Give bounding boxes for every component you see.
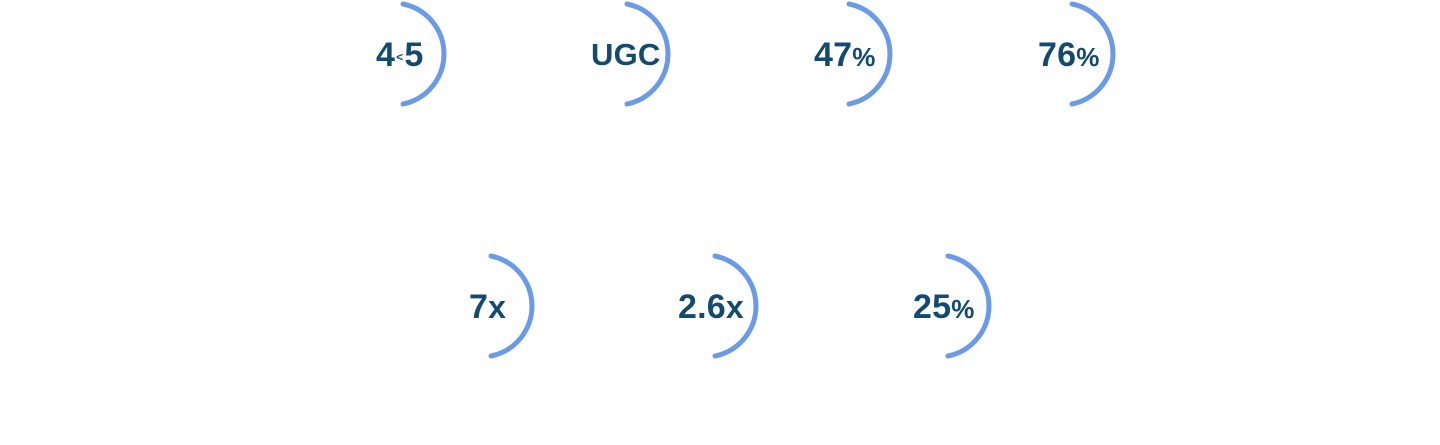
stat-main: 76 (1038, 36, 1077, 74)
stat-suffix: % (852, 42, 876, 72)
stat-value: 76% (1038, 0, 1100, 110)
stat-value: 25% (913, 252, 975, 362)
stat-value: 47% (814, 0, 876, 110)
stat-tail: 5 (404, 36, 424, 74)
stat-2-6x: 2.6x (668, 252, 808, 362)
stat-value: UGC (591, 0, 661, 110)
stat-4-5: 4<5 (356, 0, 496, 110)
half-circle-arc-icon (488, 253, 535, 359)
stat-25-percent: 25% (901, 252, 1041, 362)
stat-main: 47 (814, 36, 853, 74)
stat-main: 2.6 (678, 288, 726, 326)
stat-value: 7x (469, 252, 506, 362)
stat-infix: < (396, 50, 404, 65)
stat-suffix: % (1076, 42, 1100, 72)
stat-suffix: x (725, 289, 744, 325)
stat-value: 2.6x (678, 252, 744, 362)
half-circle-arc-icon (846, 1, 893, 107)
stat-suffix: % (951, 294, 975, 324)
half-circle-arc-icon (624, 1, 671, 107)
stat-ugc: UGC (580, 0, 720, 110)
stat-main: 4 (376, 36, 396, 74)
stat-76-percent: 76% (1025, 0, 1165, 110)
stat-suffix: x (488, 289, 507, 325)
half-circle-arc-icon (400, 1, 447, 107)
stat-value: 4<5 (376, 0, 423, 110)
half-circle-arc-icon (712, 253, 759, 359)
stat-7x: 7x (444, 252, 584, 362)
stat-main: 25 (913, 288, 952, 326)
half-circle-arc-icon (1069, 1, 1116, 107)
stat-main: 7 (469, 288, 489, 326)
stat-main: UGC (591, 37, 661, 72)
stat-47-percent: 47% (802, 0, 942, 110)
half-circle-arc-icon (945, 253, 992, 359)
